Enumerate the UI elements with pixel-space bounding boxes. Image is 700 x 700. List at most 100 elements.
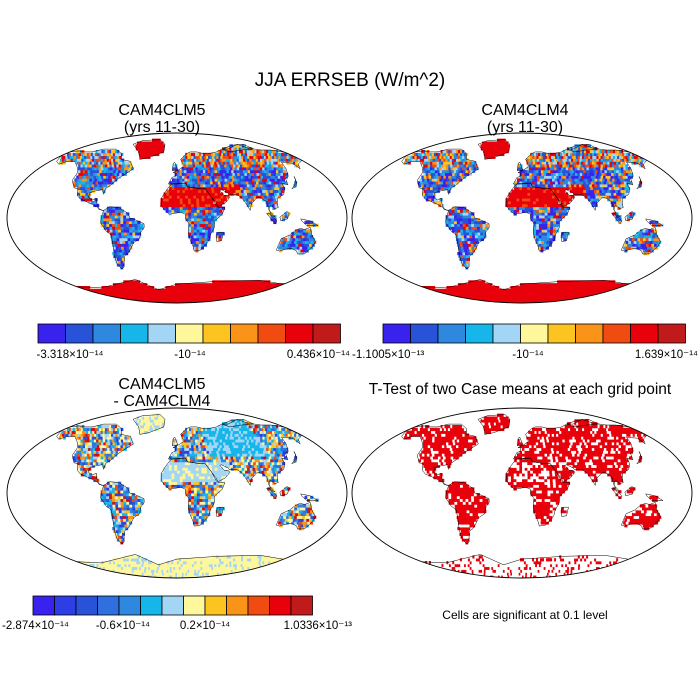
map-cell bbox=[444, 172, 448, 176]
map-cell bbox=[558, 297, 561, 301]
map-cell bbox=[80, 150, 83, 154]
map-cell bbox=[529, 286, 533, 290]
map-cell bbox=[238, 169, 242, 174]
map-cell bbox=[522, 297, 525, 301]
map-cell bbox=[572, 152, 575, 157]
map-cell bbox=[470, 300, 473, 303]
map-cell bbox=[279, 288, 283, 293]
map-cell bbox=[238, 158, 242, 162]
map-cell bbox=[120, 209, 124, 213]
map-cell bbox=[461, 294, 464, 298]
map-cell bbox=[298, 158, 301, 162]
map-cell bbox=[470, 243, 474, 247]
map-cell bbox=[278, 189, 282, 193]
map-cell bbox=[572, 161, 575, 165]
map-cell bbox=[308, 232, 312, 236]
map-cell bbox=[423, 294, 426, 298]
map-cell bbox=[230, 192, 234, 196]
map-cell bbox=[133, 280, 137, 284]
map-cell bbox=[594, 172, 598, 176]
map-cell bbox=[459, 220, 463, 225]
map-cell bbox=[578, 184, 582, 188]
map-cell bbox=[599, 178, 603, 182]
map-cell bbox=[197, 288, 200, 293]
map-cell bbox=[117, 223, 121, 227]
map-cell bbox=[520, 291, 523, 295]
map-cell bbox=[115, 169, 119, 174]
map-cell bbox=[149, 144, 153, 148]
map-cell bbox=[199, 288, 202, 293]
map-cell bbox=[553, 175, 557, 179]
map-cell bbox=[430, 158, 434, 162]
map-cell bbox=[249, 158, 252, 162]
map-cell bbox=[422, 291, 425, 295]
map-cell bbox=[271, 201, 275, 205]
map-cell bbox=[436, 161, 440, 165]
map-cell bbox=[542, 181, 546, 185]
map-cell bbox=[149, 286, 153, 290]
map-cell bbox=[438, 201, 443, 205]
map-cell bbox=[264, 198, 269, 202]
map-cell bbox=[247, 192, 251, 196]
map-cell bbox=[167, 288, 170, 293]
map-cell bbox=[294, 232, 298, 236]
map-cell bbox=[451, 152, 455, 157]
map-cell bbox=[571, 184, 575, 188]
map-cell bbox=[550, 155, 554, 159]
map-cell bbox=[611, 186, 615, 191]
map-cell bbox=[160, 201, 164, 205]
map-cell bbox=[584, 178, 588, 182]
map-cell bbox=[243, 189, 247, 193]
map-cell bbox=[275, 283, 278, 287]
map-cell bbox=[138, 294, 141, 298]
map-cell bbox=[166, 195, 170, 199]
map-cell bbox=[196, 300, 199, 303]
map-cell bbox=[128, 161, 132, 165]
map-cell bbox=[585, 181, 589, 185]
map-cell bbox=[552, 226, 557, 230]
map-cell bbox=[208, 158, 212, 162]
map-cell bbox=[218, 161, 222, 165]
map-cell bbox=[615, 198, 619, 202]
map-cell bbox=[190, 294, 194, 298]
map-cell bbox=[204, 235, 208, 239]
map-cell bbox=[467, 283, 471, 287]
map-cell bbox=[627, 172, 631, 176]
map-cell bbox=[92, 169, 95, 174]
map-cell bbox=[252, 150, 255, 154]
map-cell bbox=[528, 300, 531, 303]
map-cell bbox=[279, 286, 283, 290]
map-cell bbox=[652, 246, 656, 250]
map-cell bbox=[137, 223, 141, 227]
map-cell bbox=[96, 158, 99, 162]
map-cell bbox=[221, 184, 224, 188]
map-cell bbox=[456, 237, 460, 242]
map-cell bbox=[532, 189, 536, 193]
map-cell bbox=[483, 297, 486, 301]
map-cell bbox=[136, 297, 140, 301]
map-cell bbox=[98, 181, 101, 185]
map-cell bbox=[174, 186, 178, 191]
map-cell bbox=[622, 175, 626, 179]
map-cell bbox=[207, 232, 211, 236]
map-cell bbox=[473, 220, 478, 225]
map-cell bbox=[207, 161, 211, 165]
map-cell bbox=[623, 167, 627, 171]
map-cell bbox=[548, 186, 552, 191]
map-cell bbox=[169, 291, 172, 295]
map-cell bbox=[460, 288, 463, 293]
map-cell bbox=[185, 206, 189, 210]
map-cell bbox=[571, 280, 575, 284]
map-cell bbox=[568, 158, 572, 162]
map-cell bbox=[447, 288, 450, 293]
map-cell bbox=[281, 158, 284, 162]
map-cell bbox=[466, 257, 470, 261]
map-cell bbox=[84, 164, 88, 168]
map-cell bbox=[118, 260, 121, 264]
map-cell bbox=[412, 155, 415, 159]
map-cell bbox=[537, 297, 540, 301]
map-cell bbox=[233, 152, 236, 157]
map-cell bbox=[411, 288, 414, 293]
map-cell bbox=[91, 164, 95, 168]
map-cell bbox=[587, 198, 592, 202]
